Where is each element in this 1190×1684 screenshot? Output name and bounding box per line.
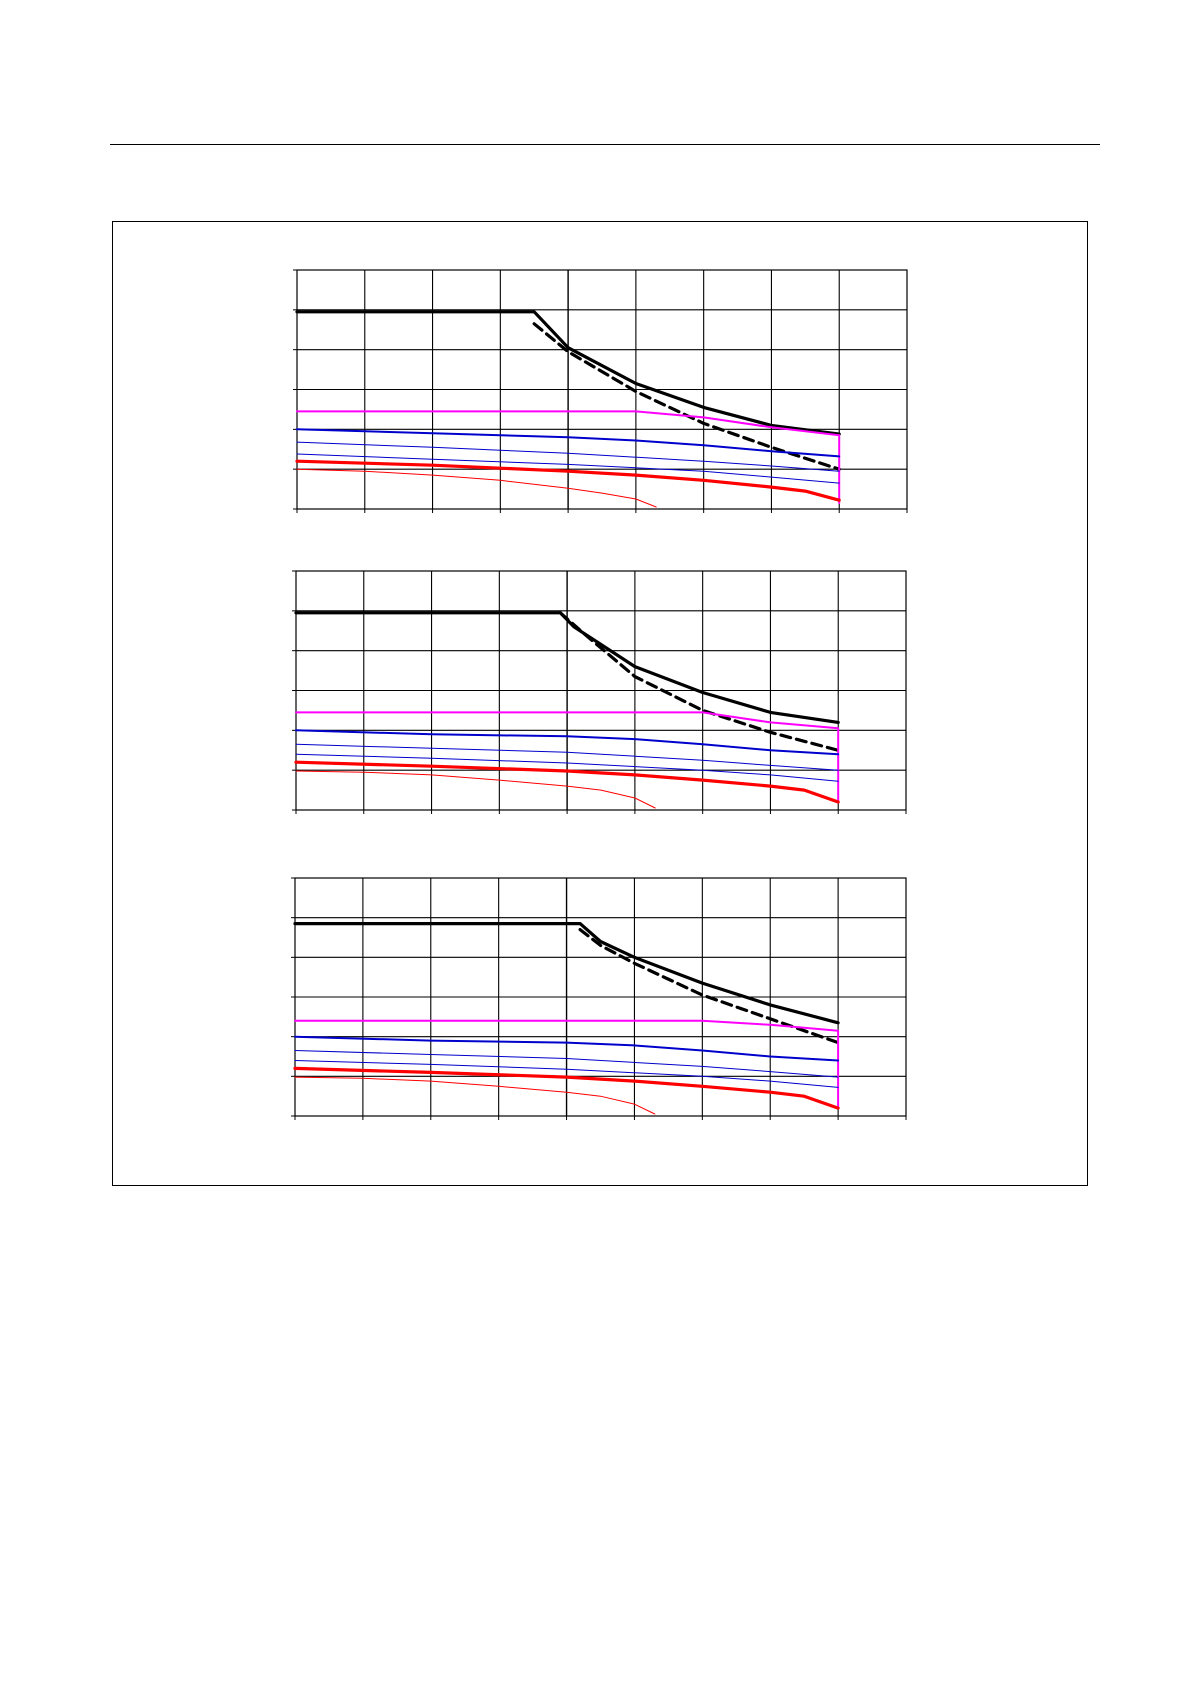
chart-panel-1: [293, 270, 907, 513]
chart-panel-3: [291, 878, 906, 1120]
chart-panel-2: [292, 571, 906, 814]
